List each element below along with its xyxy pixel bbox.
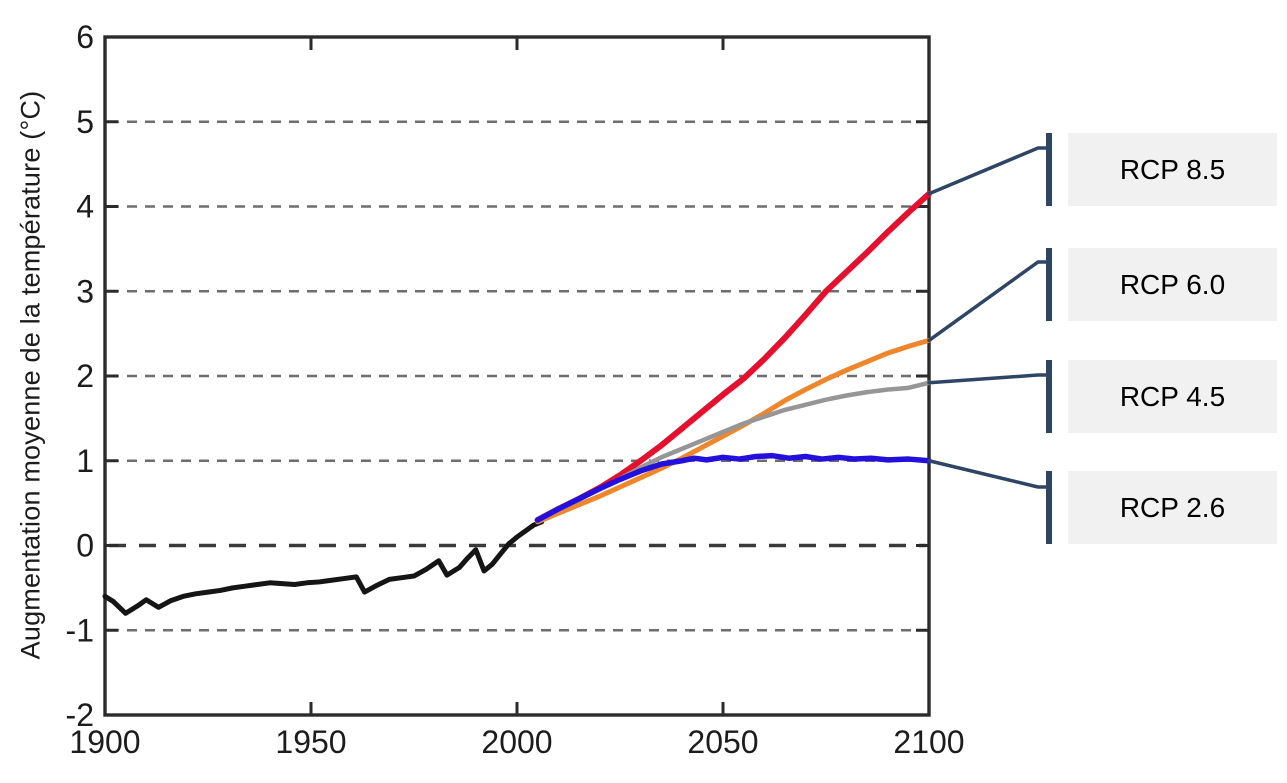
x-tick-label-1900: 1900 [69, 724, 140, 760]
x-tick-label-2000: 2000 [481, 724, 552, 760]
legend-label-rcp-6-0: RCP 6.0 [1068, 248, 1277, 321]
legend-item-rcp-2-6: RCP 2.6 [1046, 471, 1277, 544]
legend-item-rcp-4-5: RCP 4.5 [1046, 360, 1277, 433]
legend-callout-bar-rcp-8-5 [1046, 133, 1052, 206]
legend-callout-bar-rcp-4-5 [1046, 360, 1052, 433]
plot-frame [103, 35, 931, 717]
legend-callout-line-rcp60 [927, 260, 1049, 343]
series-line-rcp60 [535, 337, 932, 525]
legend-callout-bar-rcp-2-6 [1046, 471, 1052, 544]
series-line-rcp26 [534, 452, 932, 523]
x-tick-label-2100: 2100 [893, 724, 964, 760]
y-tick-label-0: 0 [76, 528, 94, 564]
x-tick-label-2050: 2050 [687, 724, 758, 760]
legend-callout-line-rcp26 [927, 459, 1049, 489]
legend-label-rcp-4-5: RCP 4.5 [1068, 360, 1277, 433]
x-tick-label-1950: 1950 [275, 724, 346, 760]
legend-item-rcp-8-5: RCP 8.5 [1046, 133, 1277, 206]
y-tick-label--1: -1 [66, 612, 94, 648]
legend-item-rcp-6-0: RCP 6.0 [1046, 248, 1277, 321]
legend-callout-line-rcp85 [927, 146, 1049, 196]
y-tick-label-5: 5 [76, 104, 94, 140]
y-tick-label-4: 4 [76, 189, 94, 225]
y-axis-title: Augmentation moyenne de la température (… [15, 90, 46, 660]
y-tick-label--2: -2 [66, 697, 94, 733]
y-tick-label-2: 2 [76, 358, 94, 394]
series-line-historical [102, 519, 545, 616]
y-tick-label-1: 1 [76, 443, 94, 479]
legend-label-rcp-8-5: RCP 8.5 [1068, 133, 1277, 206]
series-line-rcp85 [534, 190, 932, 524]
y-tick-label-6: 6 [76, 19, 94, 55]
legend-callout-line-rcp45 [927, 373, 1049, 385]
legend-label-rcp-2-6: RCP 2.6 [1068, 471, 1277, 544]
y-tick-label-3: 3 [76, 273, 94, 309]
legend-callout-bar-rcp-6-0 [1046, 248, 1052, 321]
